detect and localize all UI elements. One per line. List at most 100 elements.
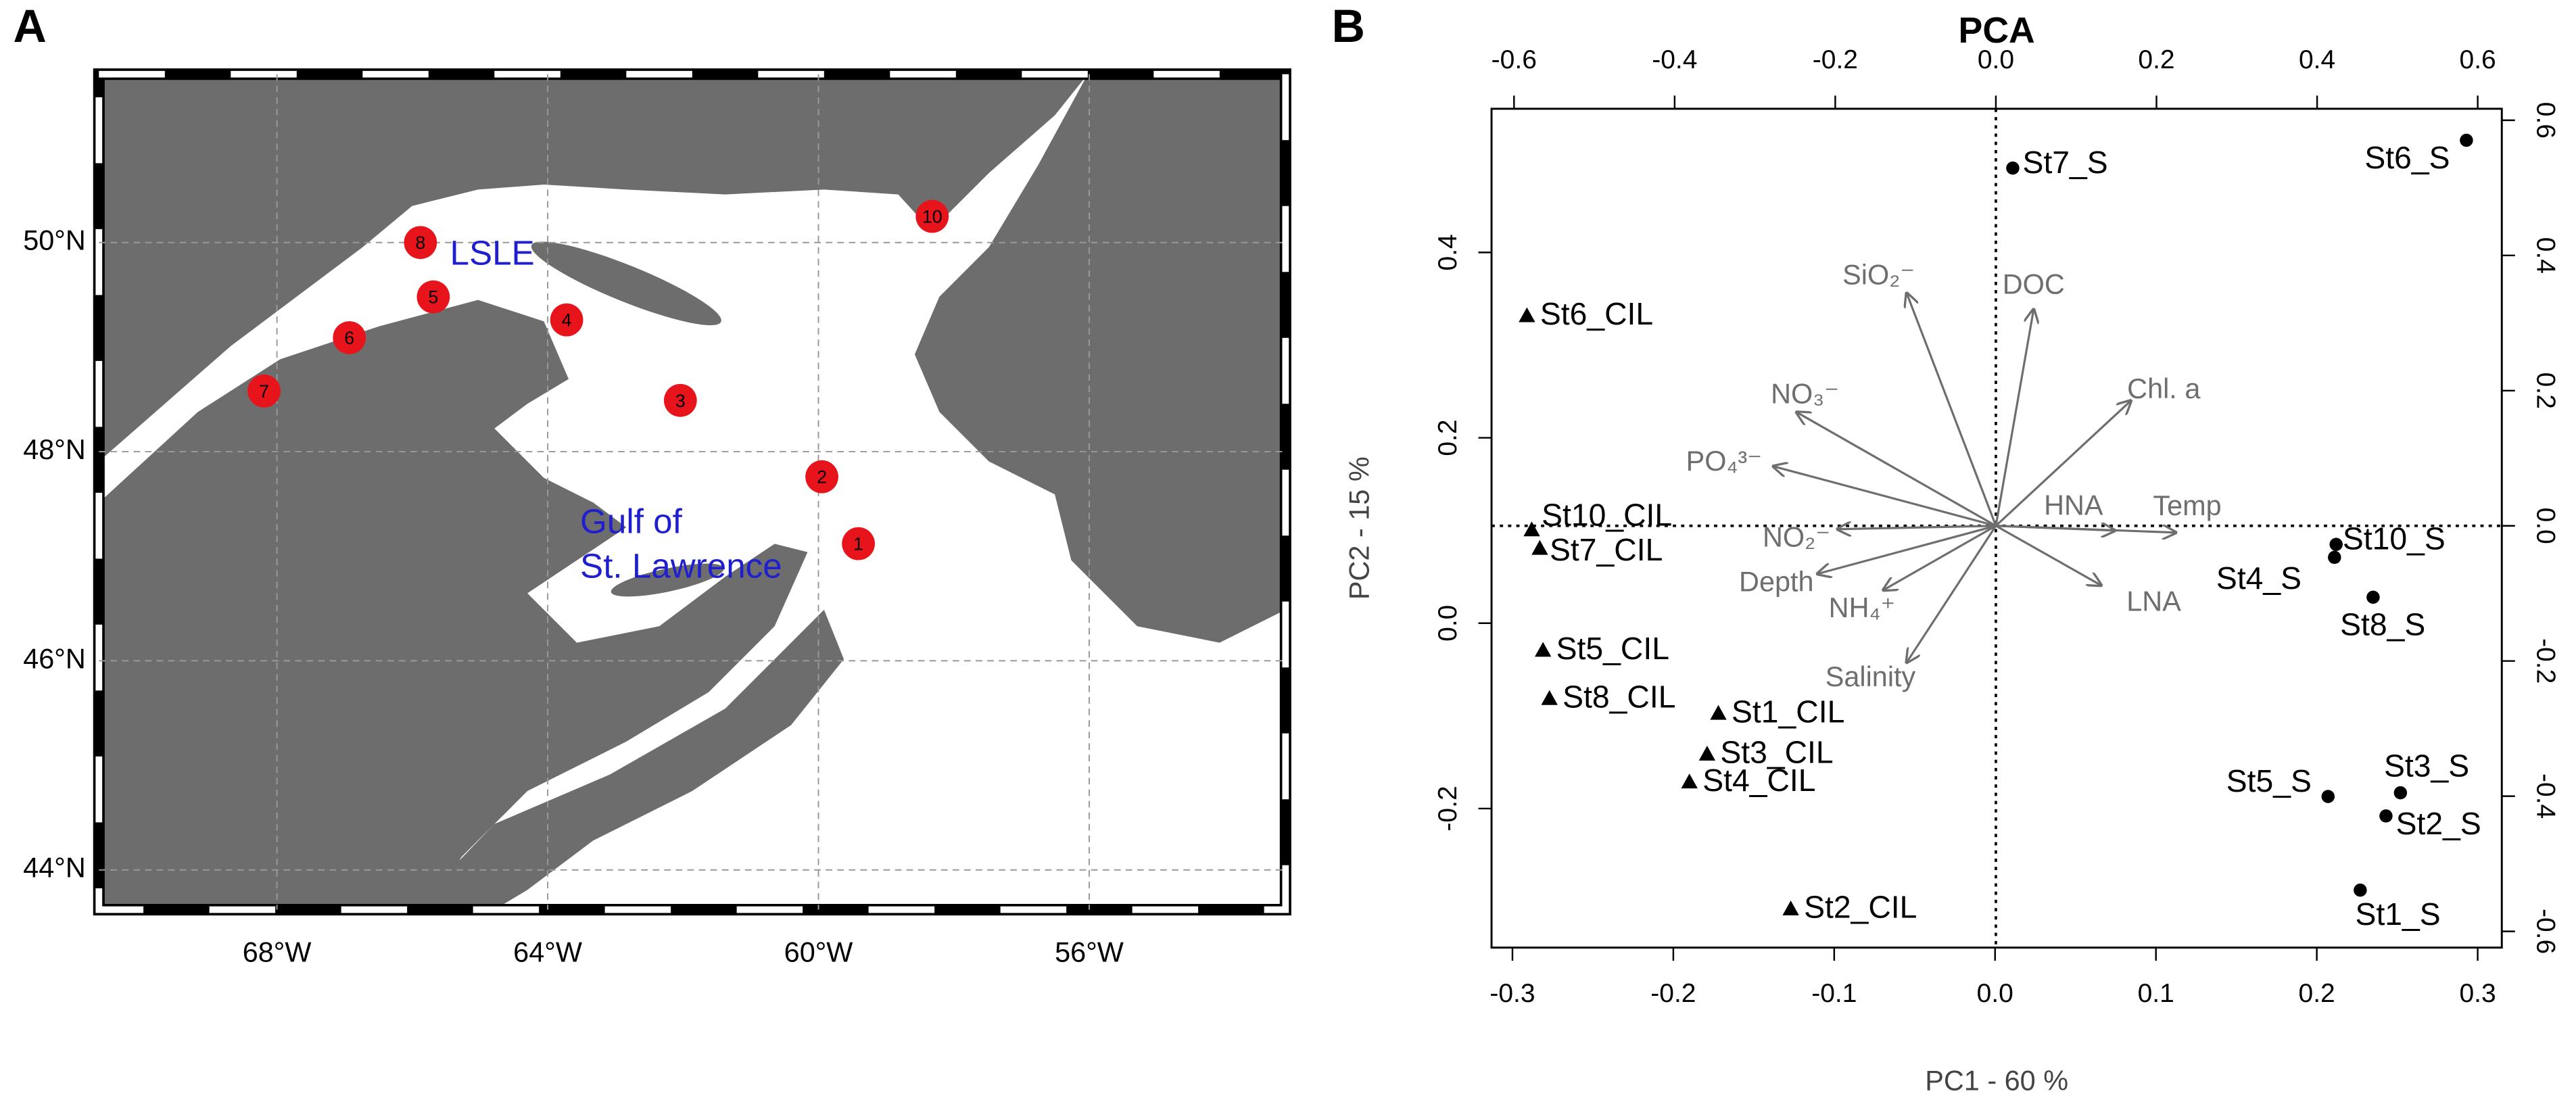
y-tick-label: 50°N [23,224,86,256]
tick-label: -0.1 [1811,979,1857,1008]
point-label: St4_CIL [1702,763,1815,798]
point-label: St7_S [2023,145,2108,180]
map-annotation: St. Lawrence [580,546,782,585]
loading-arrow [1773,466,1997,527]
tick-label: 0.6 [2460,45,2496,74]
point-circle [2366,590,2380,604]
point-circle [2328,550,2341,565]
point-circle [2460,133,2473,147]
loading-arrow [1995,401,2131,527]
tick-label: -0.2 [1433,786,1462,831]
newfoundland [914,74,1286,643]
tick-label: -0.2 [1813,45,1858,74]
tick-label: 0.0 [1433,605,1462,642]
x-tick-label: 68°W [243,936,312,967]
loading-label: NO₂⁻ [1763,521,1830,552]
station-marker [663,383,697,417]
south-mainland [99,300,808,910]
map-annotation: LSLE [450,233,534,272]
station-marker [550,303,583,337]
pei [611,563,724,597]
point-triangle [1534,642,1552,657]
station-marker [416,280,450,314]
tick-label: -0.4 [2531,773,2560,819]
point-label: St3_CIL [1720,735,1833,770]
anticosti [531,241,721,326]
nova-scotia [412,609,844,910]
point-triangle [1698,746,1716,761]
map-annotation: Gulf of [580,502,683,541]
point-triangle [1782,900,1799,915]
point-circle [2329,537,2343,551]
tick-label: 0.2 [2531,373,2560,409]
loading-label: NH₄⁺ [1829,592,1896,623]
station-marker [842,527,875,560]
tick-label: 0.0 [2531,508,2560,544]
loading-arrow [1838,526,1996,529]
y-tick-label: 46°N [23,642,86,674]
station-marker [247,374,281,408]
point-triangle [1531,540,1548,555]
tick-label: 0.4 [1433,234,1462,270]
panel-label: B [1332,1,1365,52]
tick-label: 0.0 [1977,979,2013,1008]
point-label: St3_S [2384,748,2469,783]
tick-label: 0.0 [1978,45,2014,74]
loading-label: SiO₂⁻ [1842,258,1915,290]
station-label: 7 [259,381,269,402]
loading-arrow [1884,525,1997,590]
point-label: St1_CIL [1732,694,1844,729]
point-label: St1_S [2356,896,2441,932]
loading-label: Temp [2153,489,2221,521]
point-label: St4_S [2216,560,2301,596]
station-marker [915,199,949,233]
tick-label: -0.2 [1650,979,1696,1008]
land [99,74,1286,910]
point-circle [2354,883,2367,897]
loading-arrow [1817,525,1997,574]
point-label: St10_CIL [1542,497,1672,532]
loading-arrow [1995,310,2034,527]
y-tick-label: 48°N [23,433,86,465]
loading-label: Depth [1739,565,1814,597]
tick-label: -0.6 [2531,909,2560,954]
point-label: St10_S [2343,521,2446,556]
station-label: 3 [675,391,686,411]
station-label: 1 [853,534,863,554]
station-label: 8 [415,233,425,253]
point-label: St8_S [2340,606,2425,642]
point-circle [2393,786,2408,800]
tick-label: 0.2 [1433,419,1462,456]
loading-arrow [1907,525,1997,663]
tick-label: 0.1 [2138,979,2174,1008]
point-label: St2_CIL [1804,890,1917,925]
x-tick-label: 64°W [513,936,582,967]
point-circle [2321,790,2335,803]
station-label: 2 [817,467,827,487]
loading-arrow [1995,525,2101,585]
point-triangle [1523,521,1540,537]
loading-label: Salinity [1826,661,1916,692]
point-label: St2_S [2396,806,2481,841]
point-circle [2006,161,2020,175]
loading-arrow [1995,526,2176,533]
loading-label: LNA [2126,585,2181,617]
tick-label: 0.4 [2299,45,2335,74]
station-marker [805,460,838,494]
tick-label: -0.3 [1489,979,1535,1008]
point-triangle [1519,307,1535,322]
loading-label: PO₄³⁻ [1686,445,1762,477]
tick-label: 0.4 [2531,237,2560,274]
point-triangle [1541,690,1558,705]
station-label: 4 [562,310,572,331]
point-label: St5_CIL [1556,631,1669,666]
y-axis-label: PC2 - 15 % [1343,456,1375,600]
point-circle [2379,809,2393,823]
chart-title: PCA [1959,10,2035,51]
loading-label: NO₃⁻ [1771,377,1839,409]
loading-label: Chl. a [2127,373,2201,404]
y-tick-label: 44°N [23,852,86,884]
loading-label: DOC [2003,268,2065,300]
map-frame-checker [95,70,1289,913]
